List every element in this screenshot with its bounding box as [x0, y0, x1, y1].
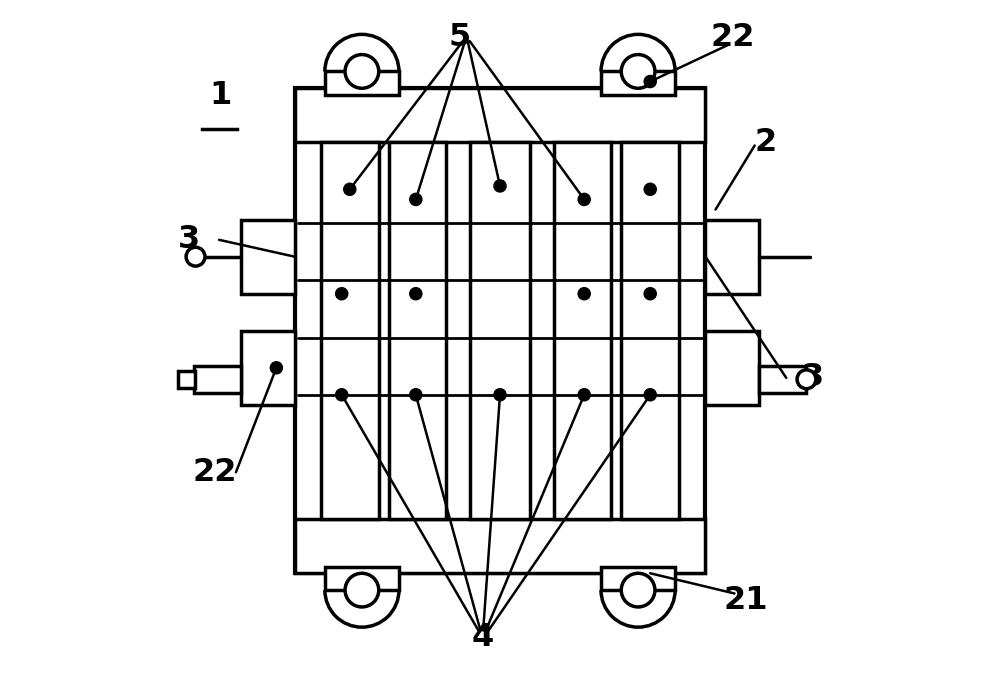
Circle shape [644, 288, 656, 300]
Circle shape [410, 288, 422, 300]
Circle shape [578, 193, 590, 205]
Bar [194, 366, 241, 393]
Bar [621, 142, 679, 519]
Bar [554, 142, 611, 519]
Circle shape [797, 370, 816, 389]
Text: 22: 22 [193, 457, 237, 488]
Bar [295, 88, 705, 142]
Bar [295, 88, 705, 573]
Circle shape [578, 288, 590, 300]
Circle shape [336, 288, 348, 300]
Circle shape [336, 389, 348, 401]
Circle shape [494, 389, 506, 401]
Circle shape [345, 573, 379, 607]
Circle shape [621, 55, 655, 88]
Bar [705, 219, 759, 294]
Bar [178, 371, 195, 388]
Text: 1: 1 [209, 80, 232, 111]
Bar [470, 142, 530, 519]
Bar [241, 331, 295, 405]
Circle shape [345, 55, 379, 88]
Text: 5: 5 [448, 22, 471, 53]
Circle shape [644, 76, 656, 88]
Bar [325, 72, 399, 95]
Bar [241, 219, 295, 294]
Circle shape [621, 573, 655, 607]
Text: 22: 22 [710, 22, 755, 53]
Circle shape [410, 193, 422, 205]
Circle shape [644, 183, 656, 195]
Text: 3: 3 [802, 362, 824, 394]
Text: 4: 4 [472, 622, 494, 653]
Circle shape [344, 183, 356, 195]
Bar [321, 142, 379, 519]
Bar [295, 519, 705, 573]
Circle shape [578, 389, 590, 401]
Bar [601, 566, 675, 590]
Bar [705, 331, 759, 405]
Bar [389, 142, 446, 519]
Bar [601, 72, 675, 95]
Circle shape [644, 389, 656, 401]
Text: 21: 21 [724, 585, 768, 616]
Circle shape [270, 362, 282, 374]
Bar [759, 366, 806, 393]
Circle shape [494, 180, 506, 192]
Text: 3: 3 [178, 224, 200, 255]
Text: 2: 2 [755, 127, 777, 158]
Circle shape [410, 389, 422, 401]
Bar [325, 566, 399, 590]
Circle shape [186, 247, 205, 266]
